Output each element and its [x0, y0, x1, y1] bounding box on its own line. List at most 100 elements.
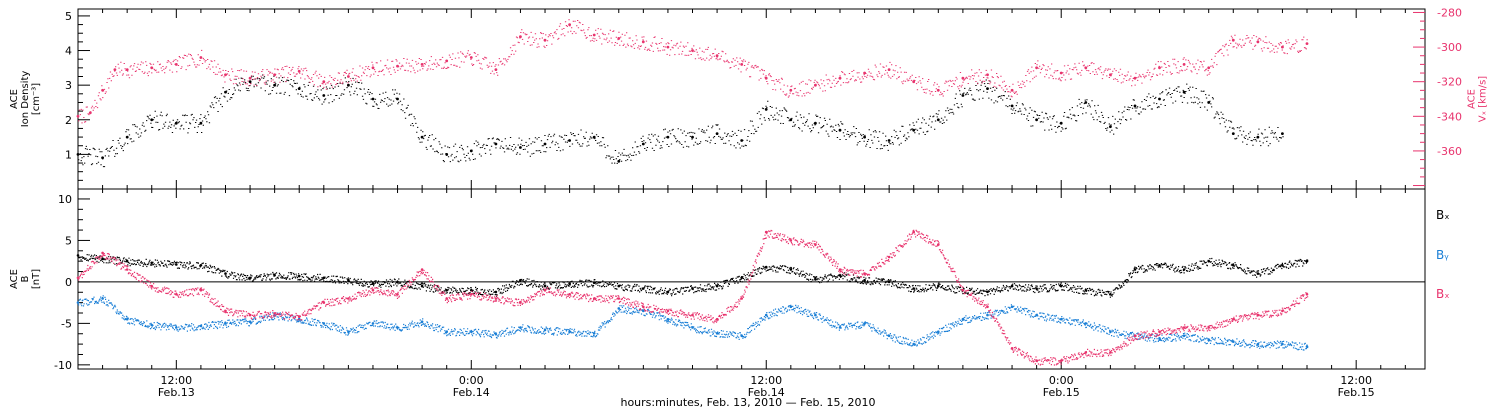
data-point [76, 254, 80, 257]
legend-bx: Bₓ [1436, 208, 1450, 222]
data-point [1133, 104, 1137, 108]
scatter-texture [78, 19, 1308, 124]
y-tick-label: 4 [65, 45, 72, 58]
y-tick-label: -280 [1437, 6, 1462, 19]
data-point [175, 326, 178, 329]
y-axis-label-line: ACE [9, 89, 20, 109]
data-point [113, 68, 117, 71]
data-point [1109, 125, 1112, 129]
data-point [986, 305, 989, 309]
y-tick-label: -5 [61, 317, 72, 330]
y-tick-label: -10 [54, 359, 72, 372]
x-tick-label: 12:00 [160, 374, 192, 387]
data-point [420, 63, 424, 66]
y-tick-label: -360 [1437, 145, 1462, 158]
data-point [101, 297, 104, 300]
x-tick-label: 12:00 [1340, 374, 1372, 387]
data-point [224, 272, 227, 275]
y-axis-label-line: ACE [1467, 89, 1478, 109]
data-point [912, 128, 916, 132]
data-point [543, 38, 547, 42]
data-point [297, 69, 301, 73]
x-tick-label: Feb.13 [158, 386, 195, 399]
data-point [347, 75, 350, 78]
data-point [1207, 66, 1211, 70]
data-point [764, 108, 768, 111]
data-point [1158, 97, 1161, 101]
x-tick-label: Feb.14 [748, 386, 785, 399]
x-tick-label: Feb.15 [1338, 386, 1375, 399]
data-point [469, 56, 473, 59]
data-point [76, 301, 80, 304]
data-point [666, 45, 670, 49]
data-point [961, 94, 965, 97]
data-point [986, 73, 989, 77]
data-point [568, 23, 571, 26]
y-tick-label: -300 [1437, 41, 1462, 54]
data-point [666, 317, 670, 321]
y-axis-label-line: B [20, 275, 31, 282]
data-point [789, 268, 793, 271]
y-axis-label-left-2: ACE B [nT] [9, 269, 42, 289]
data-point [617, 297, 621, 300]
data-point [519, 146, 522, 149]
data-point [1010, 88, 1014, 92]
data-point [592, 332, 596, 335]
data-point [175, 263, 178, 266]
data-point [715, 132, 719, 136]
data-point [248, 80, 252, 84]
x-tick-label: 0:00 [459, 374, 484, 387]
data-point [887, 139, 891, 142]
data-point [273, 83, 276, 87]
y-tick-label: 3 [65, 79, 72, 92]
y-axis-label-line: [cm⁻³] [31, 83, 42, 115]
y-axis-label-line: ACE [9, 269, 20, 289]
panel1-series-vx [76, 19, 1309, 124]
scatter-texture [78, 254, 1309, 298]
panel2-series-by [76, 295, 1309, 351]
data-point [740, 139, 744, 142]
x-tick-label: Feb.14 [453, 386, 490, 399]
y-tick-label: -320 [1437, 76, 1462, 89]
data-point [863, 135, 866, 139]
panel-frame-1 [77, 8, 1426, 190]
data-point [322, 94, 326, 97]
data-point [641, 142, 645, 146]
data-point [937, 284, 940, 288]
y-tick-label: 1 [65, 148, 72, 161]
data-point [814, 313, 817, 317]
data-point [396, 293, 399, 296]
data-point [494, 68, 498, 71]
data-point [1158, 66, 1161, 70]
panel1-series-ion-density [76, 74, 1284, 168]
data-point [1305, 293, 1309, 296]
data-point [691, 135, 694, 139]
data-point [1059, 71, 1063, 75]
data-point [838, 274, 842, 277]
data-point [371, 97, 375, 101]
data-point [1084, 322, 1088, 325]
y-axis-label-left-1: ACE Ion Density [cm⁻³] [9, 71, 42, 128]
data-point [986, 87, 989, 90]
data-point [912, 287, 915, 290]
data-point [1010, 104, 1014, 108]
data-point [617, 159, 621, 163]
y-tick-label: 0 [65, 276, 72, 289]
y-tick-label: 5 [65, 234, 72, 247]
data-point [371, 66, 375, 70]
data-point [568, 282, 571, 285]
data-point [986, 313, 989, 317]
data-point [715, 54, 719, 58]
data-point [961, 76, 965, 80]
data-point [125, 135, 129, 139]
x-tick-label: 12:00 [750, 374, 782, 387]
y-tick-label: 10 [58, 193, 72, 206]
data-point [199, 121, 203, 125]
data-point [641, 40, 645, 44]
data-point [1035, 66, 1038, 70]
data-point [150, 261, 153, 265]
legend-bz: Bₓ [1436, 287, 1450, 301]
data-point [764, 313, 768, 317]
data-point [666, 135, 670, 139]
